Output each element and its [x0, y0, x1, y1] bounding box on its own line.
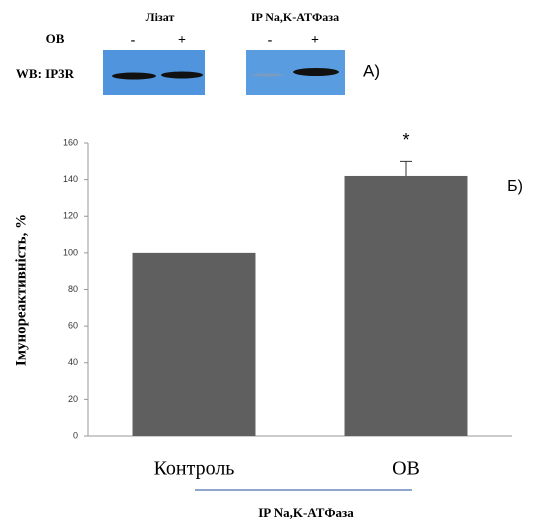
blot-band [252, 74, 284, 77]
y-tick-label: 0 [73, 430, 78, 440]
y-tick-label: 100 [63, 247, 78, 257]
annotation: * [402, 130, 409, 150]
lane-label: - [131, 33, 136, 48]
y-tick-label: 120 [63, 211, 78, 221]
x-axis-title: IP Na,K-ATФаза [258, 505, 354, 520]
ip-title: IP Na,K-ATФаза [251, 10, 339, 24]
y-tick-label: 80 [68, 284, 78, 294]
error-bar [400, 161, 412, 176]
bar [133, 253, 256, 436]
y-tick-label: 60 [68, 321, 78, 331]
lane-label: + [311, 33, 319, 48]
lane-label: + [178, 33, 186, 48]
lysate-title: Лізат [146, 10, 175, 24]
blot-band [161, 72, 203, 79]
x-tick-label: Контроль [154, 458, 235, 480]
y-axis-title: Імунореактивність, % [13, 214, 29, 366]
bar [345, 176, 468, 436]
row-label: OB [46, 31, 65, 46]
y-tick-label: 160 [63, 137, 78, 147]
figure: Лізат IP Na,K-ATФаза OB - + - + WB: IP3R… [0, 0, 538, 525]
x-tick-label: OB [392, 458, 420, 480]
y-tick-label: 40 [68, 357, 78, 367]
blot-label: WB: IP3R [16, 66, 75, 81]
panel-label: A) [363, 61, 380, 80]
y-tick-label: 140 [63, 174, 78, 184]
blot-band [112, 73, 156, 80]
y-tick-label: 20 [68, 394, 78, 404]
panel-label: Б) [507, 178, 523, 195]
lane-label: - [268, 33, 273, 48]
blot-band [293, 68, 339, 76]
